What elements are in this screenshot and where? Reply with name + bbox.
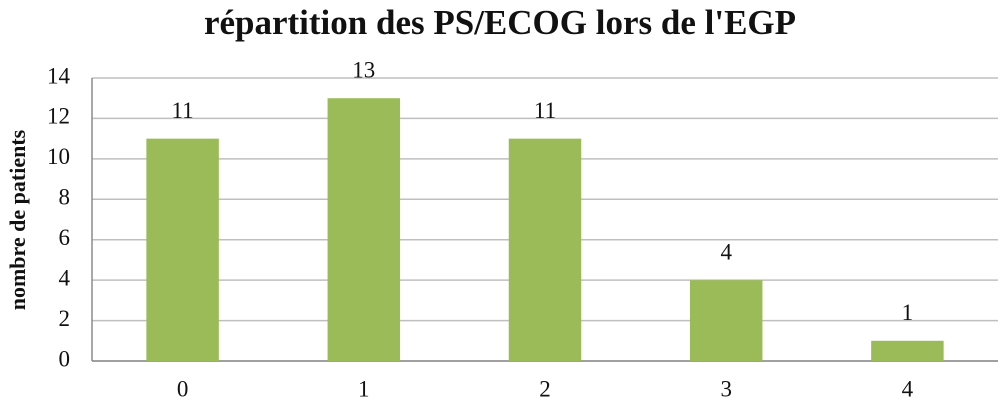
y-tick-label: 8 <box>59 185 71 210</box>
bar <box>689 280 763 361</box>
x-tick-label: 3 <box>720 376 732 401</box>
data-label: 11 <box>172 98 194 123</box>
chart-title: répartition des PS/ECOG lors de l'EGP <box>204 3 796 42</box>
x-tick-label: 0 <box>177 376 189 401</box>
data-label: 11 <box>534 98 556 123</box>
x-tick-label: 4 <box>902 376 914 401</box>
y-tick-label: 6 <box>59 225 71 250</box>
bar <box>327 98 401 361</box>
x-tick-label: 2 <box>539 376 551 401</box>
data-label: 4 <box>720 239 732 264</box>
x-tick-label: 1 <box>358 376 370 401</box>
y-axis-label: nombre de patients <box>5 129 30 310</box>
data-label: 1 <box>902 300 914 325</box>
y-tick-label: 0 <box>59 346 71 371</box>
y-tick-label: 4 <box>59 265 71 290</box>
y-tick-label: 10 <box>47 144 70 169</box>
bar <box>871 340 944 361</box>
y-tick-label: 2 <box>59 306 71 331</box>
bar <box>146 138 219 361</box>
bar <box>508 138 582 361</box>
y-tick-label: 12 <box>47 104 70 129</box>
y-tick-label: 14 <box>47 63 71 88</box>
data-label: 13 <box>352 57 375 82</box>
